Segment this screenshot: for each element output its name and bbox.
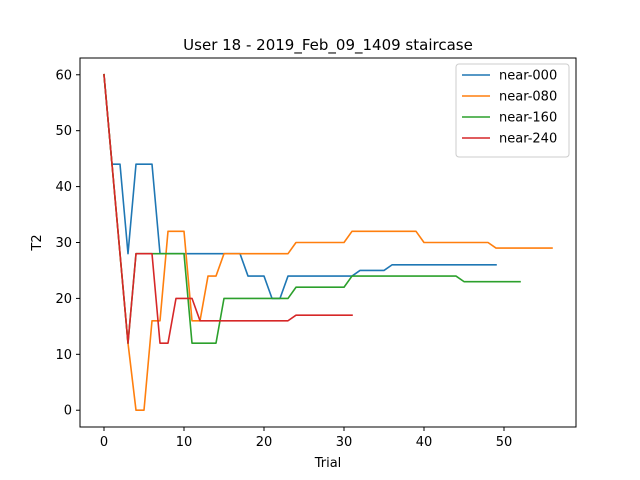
legend-label: near-240 (499, 132, 557, 147)
x-axis: 0 10 20 30 40 50 (100, 427, 512, 450)
series-line-near-240 (103, 73, 353, 344)
series-line-near-000 (103, 73, 497, 300)
y-tick-label: 60 (55, 68, 72, 83)
series-line-near-160 (103, 73, 521, 344)
chart-title: User 18 - 2019_Feb_09_1409 staircase (183, 36, 473, 55)
y-tick-label: 20 (55, 292, 72, 307)
legend: near-000 near-080 near-160 near-240 (455, 63, 570, 158)
y-tick-label: 40 (55, 180, 72, 195)
x-tick-label: 0 (100, 435, 108, 450)
legend-label: near-000 (499, 69, 557, 84)
x-tick-label: 20 (256, 435, 273, 450)
x-tick-label: 40 (416, 435, 433, 450)
x-axis-title: Trial (314, 456, 342, 471)
plot-area (103, 73, 553, 412)
legend-label: near-160 (499, 111, 557, 126)
y-tick-label: 30 (55, 236, 72, 251)
legend-box (455, 63, 570, 158)
y-axis: 0 10 20 30 40 50 60 (55, 68, 80, 419)
y-tick-label: 0 (64, 404, 72, 419)
x-tick-label: 50 (496, 435, 513, 450)
y-axis-title: T2 (30, 234, 45, 251)
y-tick-label: 50 (55, 124, 72, 139)
series-line-near-080 (103, 73, 553, 412)
x-tick-label: 10 (176, 435, 193, 450)
x-tick-label: 30 (336, 435, 353, 450)
axes-frame (79, 57, 577, 428)
y-tick-label: 10 (55, 348, 72, 363)
legend-label: near-080 (499, 90, 557, 105)
